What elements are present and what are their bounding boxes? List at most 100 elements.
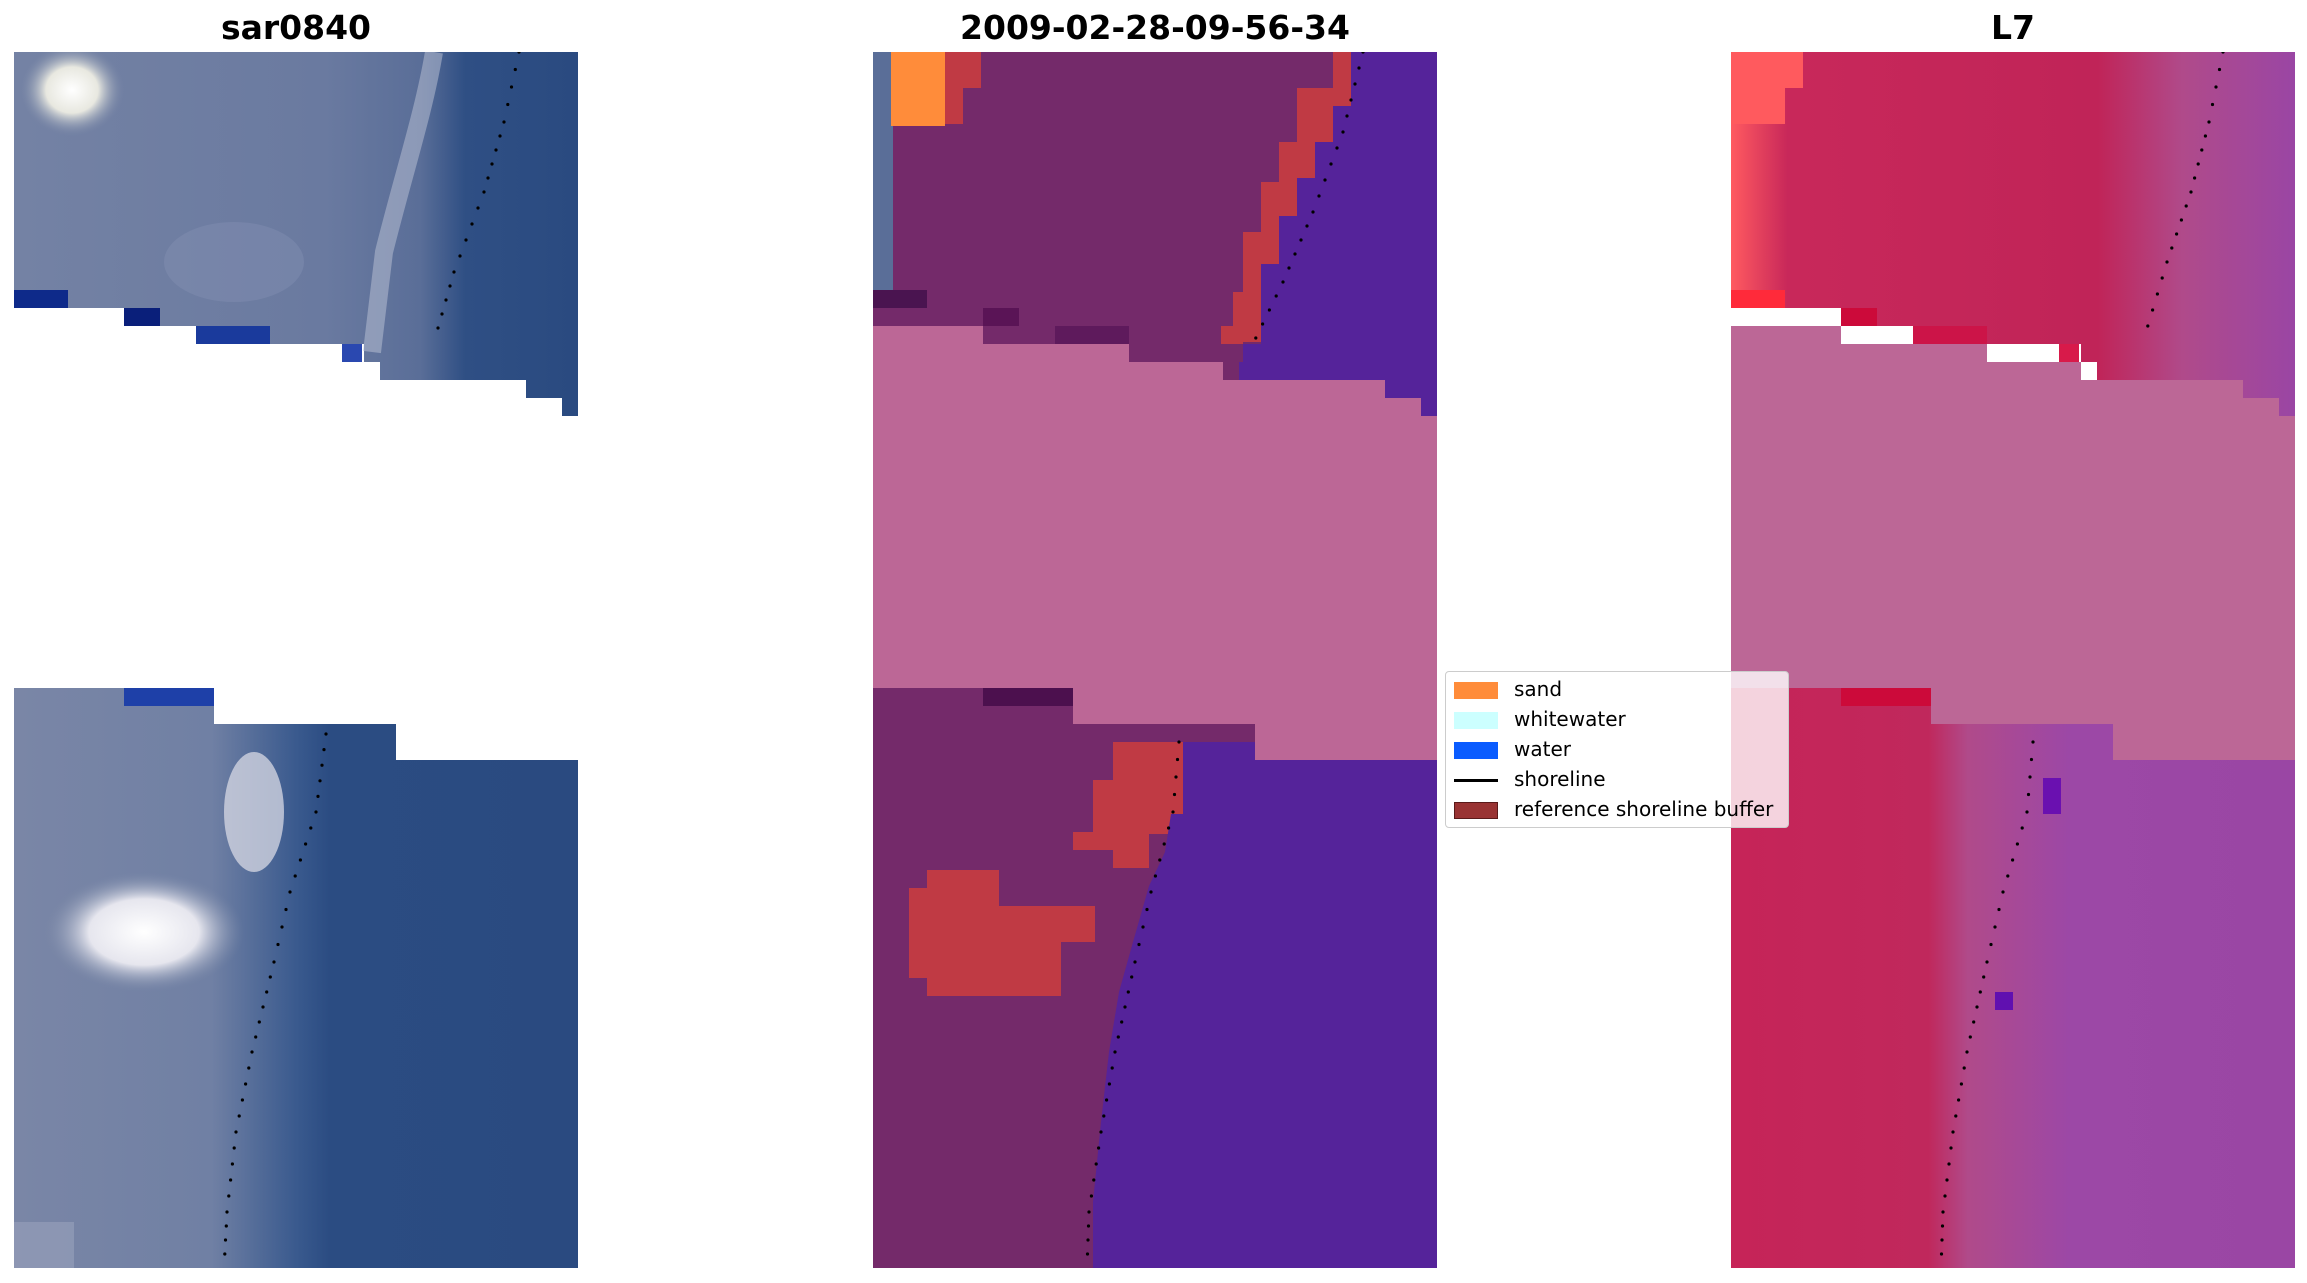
legend-swatch-sand [1454, 682, 1498, 699]
shoreline-point [1989, 942, 1993, 947]
legend-label-whitewater: whitewater [1514, 707, 1626, 731]
shoreline-point [234, 1130, 238, 1134]
shoreline-point [1130, 975, 1134, 979]
shoreline-point [1177, 740, 1181, 744]
shoreline-point [240, 1098, 244, 1102]
shoreline-point [1097, 1146, 1101, 1150]
shoreline-point [2170, 246, 2174, 250]
shoreline-point [1323, 178, 1327, 182]
shoreline-point [1968, 1035, 1972, 1039]
shoreline-point [254, 1035, 258, 1039]
shoreline-point [1086, 1238, 1090, 1242]
legend-swatch-reference-buffer [1454, 802, 1498, 819]
shoreline-point [2031, 740, 2035, 744]
shoreline-point [1945, 1178, 1949, 1182]
shoreline-point [1341, 130, 1345, 134]
shoreline-point [444, 298, 448, 302]
shoreline-point [288, 890, 292, 894]
image-panel-l7 [1731, 52, 2295, 1268]
shoreline-point [280, 925, 284, 929]
shoreline-point [1972, 1020, 1976, 1024]
shoreline-point [1105, 1098, 1109, 1102]
shoreline-point [1947, 1162, 1951, 1166]
shoreline-point [1311, 210, 1315, 214]
shoreline-point [2001, 890, 2005, 894]
shoreline-point [1087, 1210, 1091, 1214]
shoreline-point [2011, 858, 2015, 862]
shoreline-point [272, 960, 276, 964]
shoreline-point [2203, 134, 2207, 138]
shoreline-point [1349, 98, 1353, 102]
shoreline-point [476, 206, 480, 210]
shoreline-point [2151, 308, 2155, 312]
legend-entry-water: water [1446, 734, 1786, 764]
shoreline-point [1162, 842, 1166, 846]
shoreline-point [247, 1066, 251, 1070]
shoreline-point [2155, 292, 2159, 296]
shoreline-point [1281, 280, 1285, 284]
shoreline-point [1949, 1146, 1953, 1150]
shoreline-point [250, 1050, 254, 1054]
shoreline-point [448, 284, 452, 288]
shoreline-point [2184, 204, 2188, 208]
shoreline-point [1175, 757, 1180, 762]
shoreline-point [1954, 1114, 1958, 1118]
image-panel-rgb [14, 52, 578, 1268]
shoreline-point [2221, 52, 2225, 54]
shoreline-point [506, 102, 510, 107]
shoreline-point [1099, 1130, 1103, 1134]
legend-swatch-whitewater [1454, 712, 1498, 729]
shoreline-point [257, 1020, 261, 1024]
shoreline-point [1274, 294, 1278, 298]
shoreline-point [2214, 85, 2218, 89]
shoreline-point [2015, 842, 2019, 846]
shoreline-point [1293, 252, 1297, 256]
shoreline-point [440, 312, 444, 316]
shoreline-point [324, 732, 328, 736]
shoreline-point [261, 1005, 265, 1009]
panel-title-l7: L7 [1991, 8, 2035, 47]
legend-entry-reference-buffer: reference shoreline buffer [1446, 794, 1786, 824]
shoreline-point [265, 990, 269, 994]
shoreline-point [1965, 1050, 1969, 1054]
rgb-tile-bottom [14, 688, 578, 1268]
shoreline-point [309, 826, 313, 830]
shoreline-point [494, 148, 498, 152]
shoreline-point [482, 190, 486, 194]
shoreline-point [490, 162, 494, 166]
shoreline-point [1167, 826, 1171, 830]
shoreline-rgb [223, 52, 521, 1256]
shoreline-point [1997, 907, 2001, 912]
shoreline-point [1158, 858, 1162, 862]
shoreline-point [2006, 874, 2010, 878]
shoreline-point [1153, 874, 1157, 878]
shoreline-point [1149, 890, 1153, 894]
shoreline-point [229, 1178, 233, 1182]
shoreline-point [1982, 975, 1986, 979]
shoreline-point [502, 120, 506, 124]
shoreline-point [1317, 194, 1321, 198]
shoreline-point [320, 763, 324, 767]
legend-entry-whitewater: whitewater [1446, 704, 1786, 734]
legend-entry-sand: sand [1446, 674, 1786, 704]
shoreline-point [498, 134, 502, 138]
legend-line-shoreline [1454, 779, 1498, 782]
shoreline-point [2210, 102, 2215, 107]
shoreline-point [1174, 775, 1178, 779]
shoreline-point [1171, 810, 1175, 814]
shoreline-point [1978, 990, 1982, 994]
shoreline-point [322, 748, 326, 752]
shoreline-point [1361, 52, 1365, 54]
shoreline-point [304, 842, 308, 846]
shoreline-point [1089, 1194, 1093, 1198]
shoreline-point [517, 52, 521, 54]
legend-label-water: water [1514, 737, 1571, 761]
legend-entry-shoreline: shoreline [1446, 764, 1786, 794]
shoreline-point [452, 270, 456, 274]
legend-label-sand: sand [1514, 677, 1563, 701]
class-water-top [1239, 52, 1437, 416]
shoreline-point [2160, 276, 2164, 280]
shoreline-point [1116, 1035, 1120, 1039]
shoreline-point [1123, 1005, 1127, 1009]
panel-title-date: 2009-02-28-09-56-34 [960, 8, 1350, 47]
